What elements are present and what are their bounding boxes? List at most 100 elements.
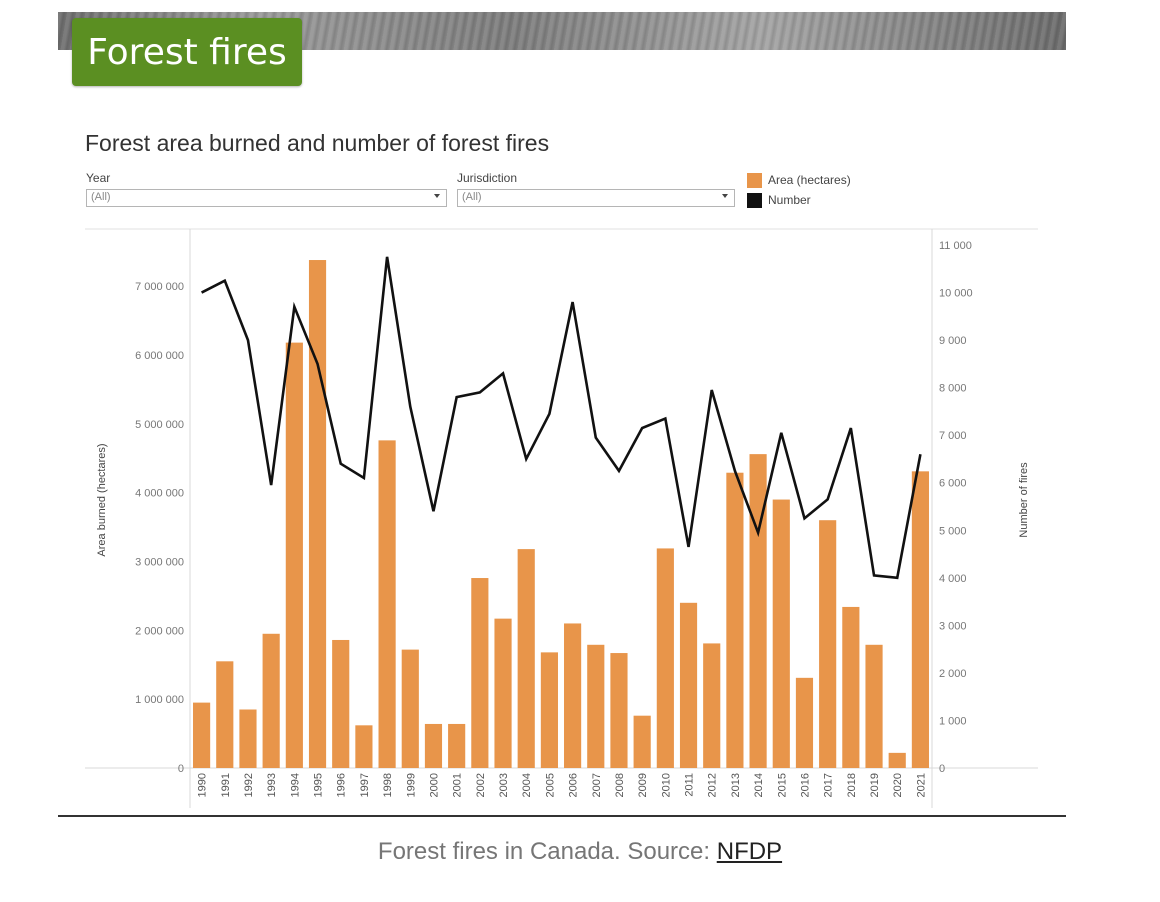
bar-area-2009 — [633, 715, 651, 768]
bar-area-2012 — [703, 643, 721, 768]
bar-area-2001 — [448, 723, 466, 768]
legend-swatch-area — [747, 172, 762, 188]
x-tick-label: 2009 — [637, 773, 649, 797]
caption-divider — [58, 815, 1066, 817]
bar-area-2017 — [819, 520, 837, 768]
y2-tick-label: 7 000 — [939, 430, 967, 442]
bar-area-2016 — [795, 677, 814, 768]
bar-area-1998 — [378, 440, 396, 768]
line-number-of-fires — [201, 256, 922, 580]
y-tick-label: 3 000 000 — [135, 557, 184, 569]
bar-area-2018 — [842, 606, 860, 768]
x-tick-label: 2018 — [846, 773, 858, 797]
x-tick-label: 1993 — [266, 773, 278, 797]
y-tick-label: 4 000 000 — [135, 488, 184, 500]
jurisdiction-filter-value: (All) — [462, 191, 482, 203]
x-tick-label: 2010 — [660, 773, 672, 797]
x-tick-label: 2013 — [730, 773, 742, 797]
x-tick-label: 2017 — [823, 773, 835, 797]
year-filter-select[interactable]: (All) — [86, 189, 447, 207]
x-tick-label: 2001 — [452, 773, 464, 797]
x-tick-label: 1991 — [220, 773, 232, 797]
section-title-badge: Forest fires — [72, 18, 302, 86]
chart-title: Forest area burned and number of forest … — [85, 130, 550, 156]
bar-area-1999 — [401, 649, 419, 768]
y-tick-label: 0 — [178, 763, 184, 775]
bar-area-2020 — [888, 752, 906, 768]
x-tick-label: 2012 — [707, 773, 719, 797]
section-title: Forest fires — [87, 31, 287, 73]
bar-area-1991 — [216, 661, 234, 768]
bar-area-2007 — [587, 644, 605, 768]
x-tick-label: 2021 — [915, 773, 927, 797]
year-filter-value: (All) — [91, 191, 111, 203]
y2-tick-label: 2 000 — [939, 668, 967, 680]
x-tick-label: 2008 — [614, 773, 626, 797]
jurisdiction-filter-select[interactable]: (All) — [457, 189, 735, 207]
bar-area-2021 — [911, 471, 929, 768]
bar-area-1996 — [332, 639, 350, 768]
y-tick-label: 2 000 000 — [135, 625, 184, 637]
legend-item-number[interactable]: Number — [747, 190, 851, 210]
x-tick-label: 1999 — [405, 773, 417, 797]
y2-tick-label: 3 000 — [939, 620, 967, 632]
year-filter-label: Year — [86, 171, 111, 185]
x-tick-label: 2016 — [799, 773, 811, 797]
bar-area-1997 — [355, 725, 373, 768]
figure-caption: Forest fires in Canada. Source: NFDP — [0, 838, 1160, 866]
x-tick-label: 2000 — [428, 773, 440, 797]
bar-area-1993 — [262, 633, 280, 768]
bar-area-2006 — [564, 623, 582, 768]
legend-label-number: Number — [768, 193, 811, 207]
y2-tick-label: 0 — [939, 763, 945, 775]
x-tick-label: 2015 — [776, 773, 788, 797]
bar-area-1992 — [239, 709, 257, 768]
x-tick-label: 2004 — [521, 773, 533, 797]
jurisdiction-filter-label: Jurisdiction — [457, 171, 518, 185]
bar-area-2013 — [726, 472, 744, 768]
y2-tick-label: 1 000 — [939, 715, 967, 727]
bar-area-2003 — [494, 618, 512, 768]
x-tick-label: 1996 — [336, 773, 348, 797]
x-tick-label: 1997 — [359, 773, 371, 797]
bar-area-2011 — [679, 602, 698, 768]
x-tick-label: 1998 — [382, 773, 394, 797]
y-tick-label: 6 000 000 — [135, 350, 184, 362]
x-tick-label: 1995 — [313, 773, 325, 797]
x-tick-label: 2005 — [544, 773, 556, 797]
x-tick-label: 1994 — [289, 773, 301, 797]
y2-tick-label: 4 000 — [939, 573, 967, 585]
bar-area-2005 — [540, 652, 558, 768]
y2-tick-label: 6 000 — [939, 478, 967, 490]
x-tick-label: 1990 — [197, 773, 209, 797]
legend-label-area: Area (hectares) — [768, 173, 851, 187]
x-tick-label: 2003 — [498, 773, 510, 797]
bar-area-2014 — [749, 454, 767, 768]
x-tick-label: 2019 — [869, 773, 881, 797]
chart-legend: Area (hectares) Number — [747, 170, 851, 210]
y-axis-title: Area burned (hectares) — [96, 443, 108, 556]
caption-text: Forest fires in Canada. Source: — [377, 838, 717, 865]
chevron-down-icon — [434, 194, 440, 198]
x-tick-label: 2020 — [892, 773, 904, 797]
y-tick-label: 7 000 000 — [135, 281, 184, 293]
y2-tick-label: 5 000 — [939, 525, 967, 537]
y2-tick-label: 10 000 — [939, 288, 973, 300]
x-tick-label: 2007 — [591, 773, 603, 797]
bar-area-2000 — [424, 723, 443, 768]
chevron-down-icon — [722, 194, 728, 198]
bar-area-1994 — [285, 342, 303, 768]
x-tick-label: 2014 — [753, 773, 765, 797]
bar-area-2019 — [865, 644, 883, 768]
legend-item-area[interactable]: Area (hectares) — [747, 170, 851, 190]
y-tick-label: 1 000 000 — [135, 694, 184, 706]
bar-area-2002 — [471, 578, 489, 768]
source-link[interactable]: NFDP — [716, 838, 783, 865]
y-tick-label: 5 000 000 — [135, 419, 184, 431]
x-tick-label: 1992 — [243, 773, 255, 797]
x-tick-label: 2011 — [684, 773, 696, 797]
bar-area-2015 — [772, 499, 790, 768]
bar-area-1995 — [308, 260, 327, 768]
y2-tick-label: 8 000 — [939, 383, 967, 395]
